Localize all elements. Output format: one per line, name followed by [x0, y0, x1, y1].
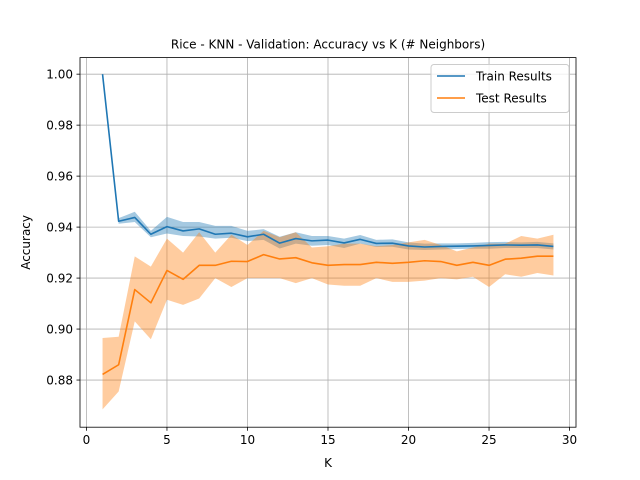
x-axis-label: K	[324, 456, 333, 470]
legend: Train Results Test Results	[430, 64, 570, 113]
legend-box	[430, 64, 570, 113]
x-tick-label: 5	[163, 433, 171, 447]
line-series-0	[101, 74, 554, 248]
confidence-bands	[102, 74, 554, 410]
x-tick-label: 15	[320, 433, 335, 447]
y-tick-label: 0.88	[46, 373, 73, 387]
y-axis-label: Accuracy	[19, 215, 33, 270]
y-tick-label: 1.00	[46, 67, 73, 81]
x-tick-label: 20	[401, 433, 416, 447]
series-lines	[101, 74, 554, 376]
band-series-1	[102, 230, 554, 410]
axis-ticks: 0 5 10 15 20 25 30 0.88 0.90 0.92 0.94 0.96 0.98 1.00	[46, 67, 577, 447]
legend-label-test: Test Results	[475, 92, 547, 106]
grid	[80, 57, 576, 428]
x-tick-label: 30	[562, 433, 577, 447]
x-tick-label: 0	[83, 433, 91, 447]
line-series-1	[102, 253, 554, 376]
band-series-0	[102, 74, 554, 251]
legend-label-train: Train Results	[475, 70, 552, 84]
y-tick-label: 0.94	[46, 220, 73, 234]
x-tick-label: 10	[240, 433, 255, 447]
y-tick-label: 0.90	[46, 322, 73, 336]
y-tick-label: 0.98	[46, 118, 73, 132]
y-tick-label: 0.96	[46, 169, 73, 183]
y-tick-label: 0.92	[46, 271, 73, 285]
x-tick-label: 25	[481, 433, 496, 447]
chart-title: Rice - KNN - Validation: Accuracy vs K (…	[171, 38, 485, 52]
